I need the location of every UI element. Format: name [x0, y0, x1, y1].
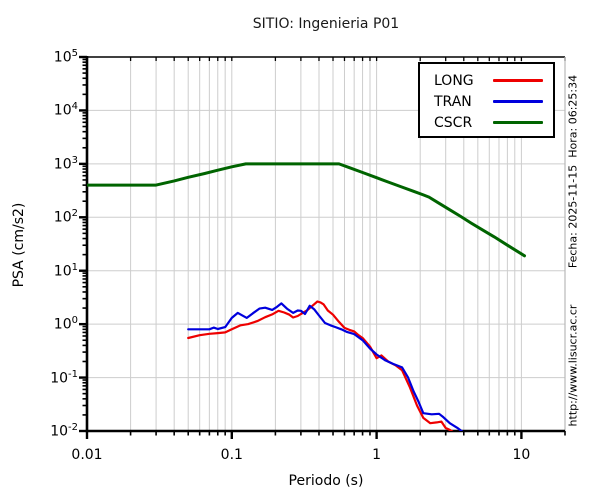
legend-item-cscr: CSCR [420, 112, 553, 133]
curve-long [187, 300, 454, 431]
y-tick-label: 101 [53, 261, 78, 280]
curve-cscr [87, 162, 526, 258]
x-tick-label: 0.1 [220, 447, 243, 463]
y-tick-label: 105 [53, 48, 78, 66]
legend-item-tran: TRAN [420, 91, 553, 112]
legend-line-swatch [493, 100, 543, 103]
legend-item-long: LONG [420, 70, 553, 91]
legend-label: CSCR [434, 114, 473, 131]
y-tick-label: 100 [53, 315, 78, 333]
curve-tran [187, 302, 464, 431]
x-tick-label: 10 [512, 447, 531, 463]
x-tick-label: 1 [372, 447, 382, 463]
legend-label: LONG [434, 72, 474, 89]
y-tick-label: 104 [53, 101, 78, 120]
x-tick-label: 0.01 [71, 447, 103, 463]
y-tick-label: 10-2 [50, 422, 78, 440]
y-tick-label: 103 [53, 154, 78, 173]
legend: LONG TRAN CSCR [418, 62, 555, 138]
y-tick-label: 10-1 [50, 368, 78, 387]
y-axis-label: PSA (cm/s2) [11, 202, 27, 288]
legend-line-swatch [493, 79, 543, 82]
chart-title: SITIO: Ingenieria P01 [252, 16, 400, 32]
y-tick-label: 102 [53, 208, 78, 226]
legend-label: TRAN [434, 93, 472, 110]
x-axis-label: Periodo (s) [288, 473, 364, 489]
datetime-stamp: Fecha: 2025-11-15 Hora: 06:25:34 [566, 74, 580, 269]
legend-line-swatch [493, 120, 543, 125]
url-stamp: http://www.lisucr.ac.cr [566, 304, 580, 427]
